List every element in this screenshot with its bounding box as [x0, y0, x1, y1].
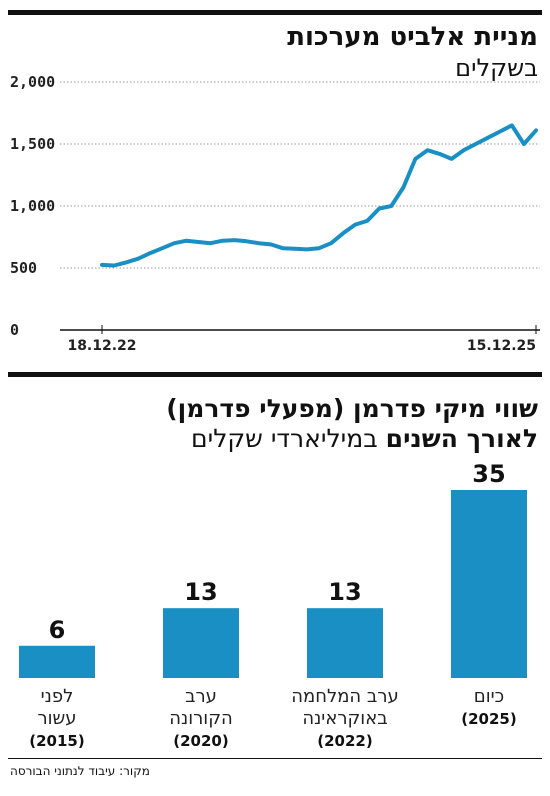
chart2-subtitle-bold: לאורך השנים [385, 424, 538, 453]
bar [307, 608, 383, 678]
y-tick-label: 0 [10, 321, 19, 339]
bar-year-label: (2015) [29, 732, 84, 750]
bar-category-label: כיום [474, 686, 504, 707]
bar-value-label: 35 [472, 460, 505, 488]
bar [451, 490, 527, 678]
chart2-subtitle-light: במיליארדי שקלים [191, 424, 378, 453]
bar-year-label: (2022) [317, 732, 372, 750]
series-line [100, 123, 538, 268]
chart2-subtitle: לאורך השנים במיליארדי שקלים [191, 424, 538, 453]
x-tick-label-start: 18.12.22 [67, 338, 136, 354]
top-rule [8, 10, 542, 15]
middle-rule [8, 372, 542, 377]
y-tick-label: 1,000 [10, 197, 55, 215]
bar-value-label: 13 [328, 578, 361, 606]
bar-value-label: 6 [49, 616, 66, 644]
bar-category-label: לפני [41, 686, 74, 707]
bar-category-label: באוקראינה [302, 708, 387, 729]
line-chart: 2,000 1,500 1,000 500 0 18.12.22 15.12.25 [10, 73, 540, 354]
bar [163, 608, 239, 678]
chart1-title: מניית אלביט מערכות [287, 22, 538, 52]
x-tick-label-end: 15.12.25 [467, 338, 536, 354]
bar-year-label: (2025) [461, 710, 516, 728]
bar-category-label: הקורונה [169, 708, 232, 729]
chart1-subtitle: בשקלים [455, 54, 538, 82]
bar-category-label: ערב [185, 686, 217, 707]
bar-category-label: עשור [37, 708, 76, 729]
y-tick-label: 1,500 [10, 135, 55, 153]
bar-year-label: (2020) [173, 732, 228, 750]
y-tick-label: 2,000 [10, 73, 55, 91]
y-tick-label: 500 [10, 259, 37, 277]
bar-value-label: 13 [184, 578, 217, 606]
bar-category-label: ערב המלחמה [291, 686, 399, 707]
bottom-rule [8, 758, 542, 759]
bar [19, 645, 95, 678]
source-note: מקור: עיבוד לנתוני הבורסה [10, 764, 150, 778]
chart2-title: שווי מיקי פדרמן (מפעלי פדרמן) [166, 394, 538, 423]
